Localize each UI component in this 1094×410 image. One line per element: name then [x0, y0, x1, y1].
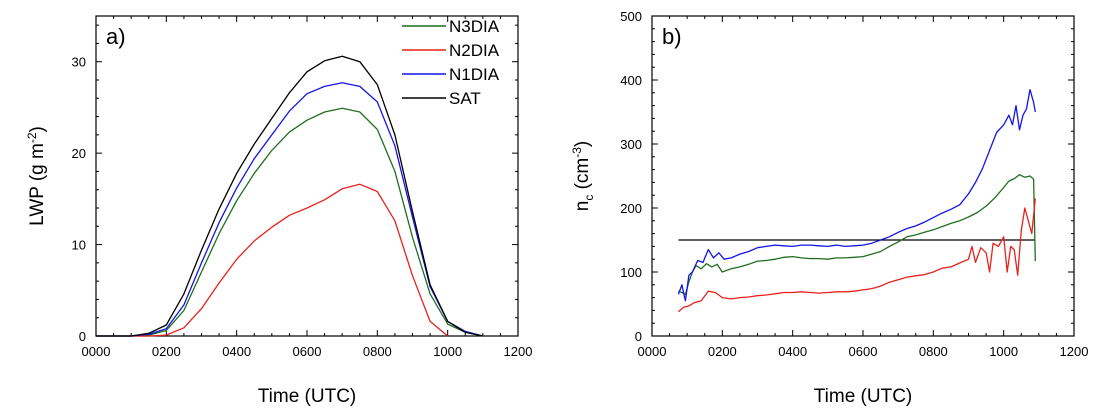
y-tick-label: 0 [635, 329, 642, 344]
y-tick-label: 0 [79, 329, 86, 344]
y-tick-label: 20 [72, 146, 86, 161]
series-line-n3dia [678, 174, 1036, 296]
x-tick-label: 0600 [849, 344, 878, 359]
y-axis-title-sup: -2 [25, 132, 39, 143]
y-axis-title-end: ) [572, 141, 593, 147]
y-axis-title-sub: c [582, 195, 596, 201]
plot-area-frame [651, 15, 1075, 337]
y-axis-title-base: n [572, 201, 593, 212]
x-tick-label: 0000 [82, 344, 111, 359]
series-line-sat [96, 55, 483, 337]
y-tick-label: 500 [620, 9, 642, 24]
series-line-n1dia [96, 82, 483, 337]
axis-ticks: 0000 0200 0400 0600 0800 1000 1200 0 100 200 300 40… [620, 9, 1088, 359]
y-tick-label: 300 [620, 137, 642, 152]
x-tick-label: 0600 [293, 344, 322, 359]
x-tick-label: 0000 [638, 344, 667, 359]
series-line-n2dia [96, 183, 449, 337]
axis-ticks: 0000 0200 0400 0600 0800 1000 1200 0 10 20 30 [72, 16, 533, 359]
x-tick-label: 1000 [989, 344, 1018, 359]
y-axis-title: LWP (g m-2) [25, 126, 48, 226]
y-tick-label: 100 [620, 265, 642, 280]
legend: N3DIA N2DIA N1DIA SAT [402, 17, 500, 108]
y-tick-label: 200 [620, 201, 642, 216]
y-tick-label: 30 [72, 55, 86, 70]
panel-a-lwp: 0000 0200 0400 0600 0800 1000 1200 0 10 20 30 a) T… [25, 15, 533, 407]
x-tick-label: 0800 [919, 344, 948, 359]
x-tick-label: 1200 [504, 344, 533, 359]
series-line-n2dia [677, 198, 1036, 313]
x-tick-label: 0200 [152, 344, 181, 359]
legend-label-n1dia: N1DIA [449, 65, 500, 84]
series-line-n1dia [677, 88, 1036, 302]
panel-label: a) [106, 24, 126, 49]
plot-area-frame [95, 15, 519, 337]
y-tick-label: 400 [620, 73, 642, 88]
legend-label-sat: SAT [449, 89, 481, 108]
series-line-n3dia [96, 107, 483, 337]
x-tick-label: 1200 [1060, 344, 1089, 359]
series-lines [96, 55, 483, 337]
y-axis-title-sup: -3 [570, 147, 584, 158]
x-tick-label: 0200 [708, 344, 737, 359]
x-tick-label: 1000 [433, 344, 462, 359]
x-axis-title: Time (UTC) [814, 386, 913, 407]
x-tick-label: 0400 [778, 344, 807, 359]
legend-label-n3dia: N3DIA [449, 17, 500, 36]
y-tick-label: 10 [72, 238, 86, 253]
series-lines [677, 88, 1036, 313]
x-tick-label: 0400 [222, 344, 251, 359]
x-axis-title: Time (UTC) [258, 386, 357, 407]
y-axis-title-base: LWP (g m [27, 143, 48, 226]
panel-label: b) [662, 24, 682, 49]
legend-label-n2dia: N2DIA [449, 41, 500, 60]
y-axis-title-mid: (cm [572, 158, 593, 195]
y-axis-title-end: ) [27, 126, 48, 132]
x-tick-label: 0800 [363, 344, 392, 359]
panel-b-nc: 0000 0200 0400 0600 0800 1000 1200 0 100 200 300 40… [570, 9, 1088, 407]
y-axis-title: nc (cm-3) [570, 141, 596, 212]
